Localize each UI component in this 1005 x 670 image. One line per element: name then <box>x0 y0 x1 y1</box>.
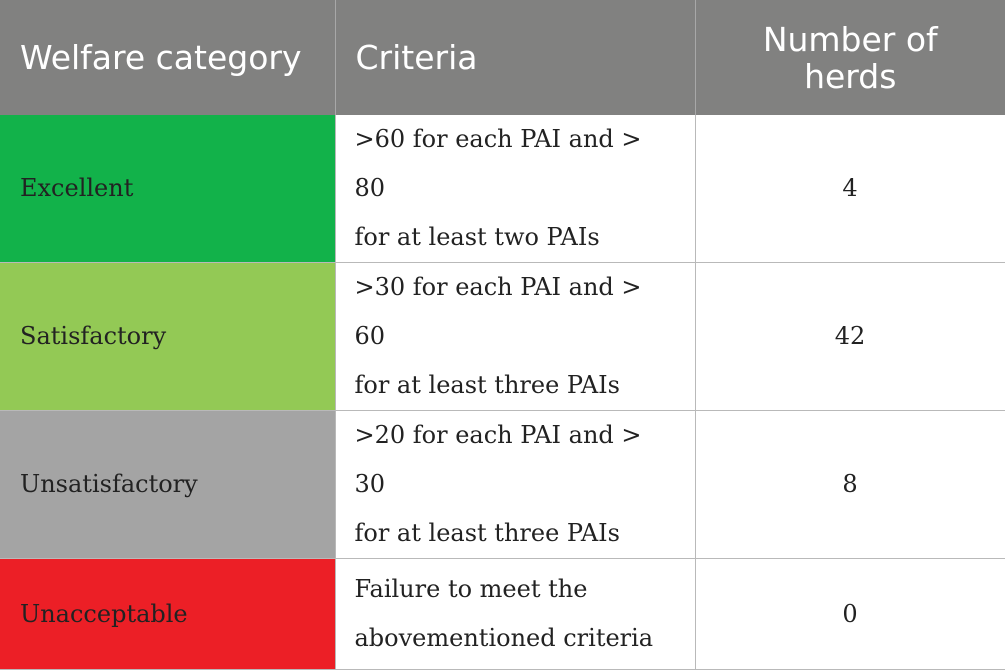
table-row: Unacceptable Failure to meet the abovemen… <box>0 558 1005 670</box>
herd-count-cell: 8 <box>694 410 1005 559</box>
criteria-line: >30 for each PAI and > 60 <box>354 273 642 350</box>
criteria-line: >20 for each PAI and > 30 <box>354 421 642 498</box>
table-row: Unsatisfactory >20 for each PAI and > 30… <box>0 410 1005 559</box>
table-row: Excellent >60 for each PAI and > 80 for a… <box>0 115 1005 263</box>
criteria-line: for at least three PAIs <box>354 519 620 547</box>
header-welfare-category: Welfare category <box>0 0 336 115</box>
category-label: Unsatisfactory <box>20 470 198 498</box>
category-cell: Unacceptable <box>0 558 336 670</box>
criteria-line: for at least three PAIs <box>354 371 620 399</box>
criteria-line: Failure to meet the <box>354 575 588 603</box>
table-header: Welfare category Criteria Number of herd… <box>0 0 1005 115</box>
header-number-of-herds-label: Number of herds <box>762 19 938 96</box>
criteria-line: >60 for each PAI and > 80 <box>354 125 642 202</box>
criteria-line: abovementioned criteria <box>354 624 654 652</box>
category-cell: Satisfactory <box>0 262 336 411</box>
herd-count-cell: 42 <box>694 262 1005 411</box>
table-body: Excellent >60 for each PAI and > 80 for a… <box>0 115 1005 670</box>
criteria-cell: >30 for each PAI and > 60 for at least th… <box>334 262 696 411</box>
criteria-cell: >60 for each PAI and > 80 for at least tw… <box>334 115 696 263</box>
herd-count-cell: 4 <box>694 115 1005 263</box>
criteria-cell: >20 for each PAI and > 30 for at least th… <box>334 410 696 559</box>
herd-count-cell: 0 <box>694 558 1005 670</box>
category-cell: Unsatisfactory <box>0 410 336 559</box>
criteria-cell: Failure to meet the abovementioned criter… <box>334 558 696 670</box>
category-label: Excellent <box>20 174 134 202</box>
table-row: Satisfactory >30 for each PAI and > 60 fo… <box>0 262 1005 411</box>
header-number-of-herds: Number of herds <box>695 0 1005 115</box>
category-label: Satisfactory <box>20 322 167 350</box>
criteria-line: for at least two PAIs <box>354 223 600 251</box>
category-label: Unacceptable <box>20 599 188 628</box>
header-criteria: Criteria <box>335 0 696 115</box>
category-cell: Excellent <box>0 115 336 263</box>
header-row: Welfare category Criteria Number of herd… <box>0 0 1005 115</box>
